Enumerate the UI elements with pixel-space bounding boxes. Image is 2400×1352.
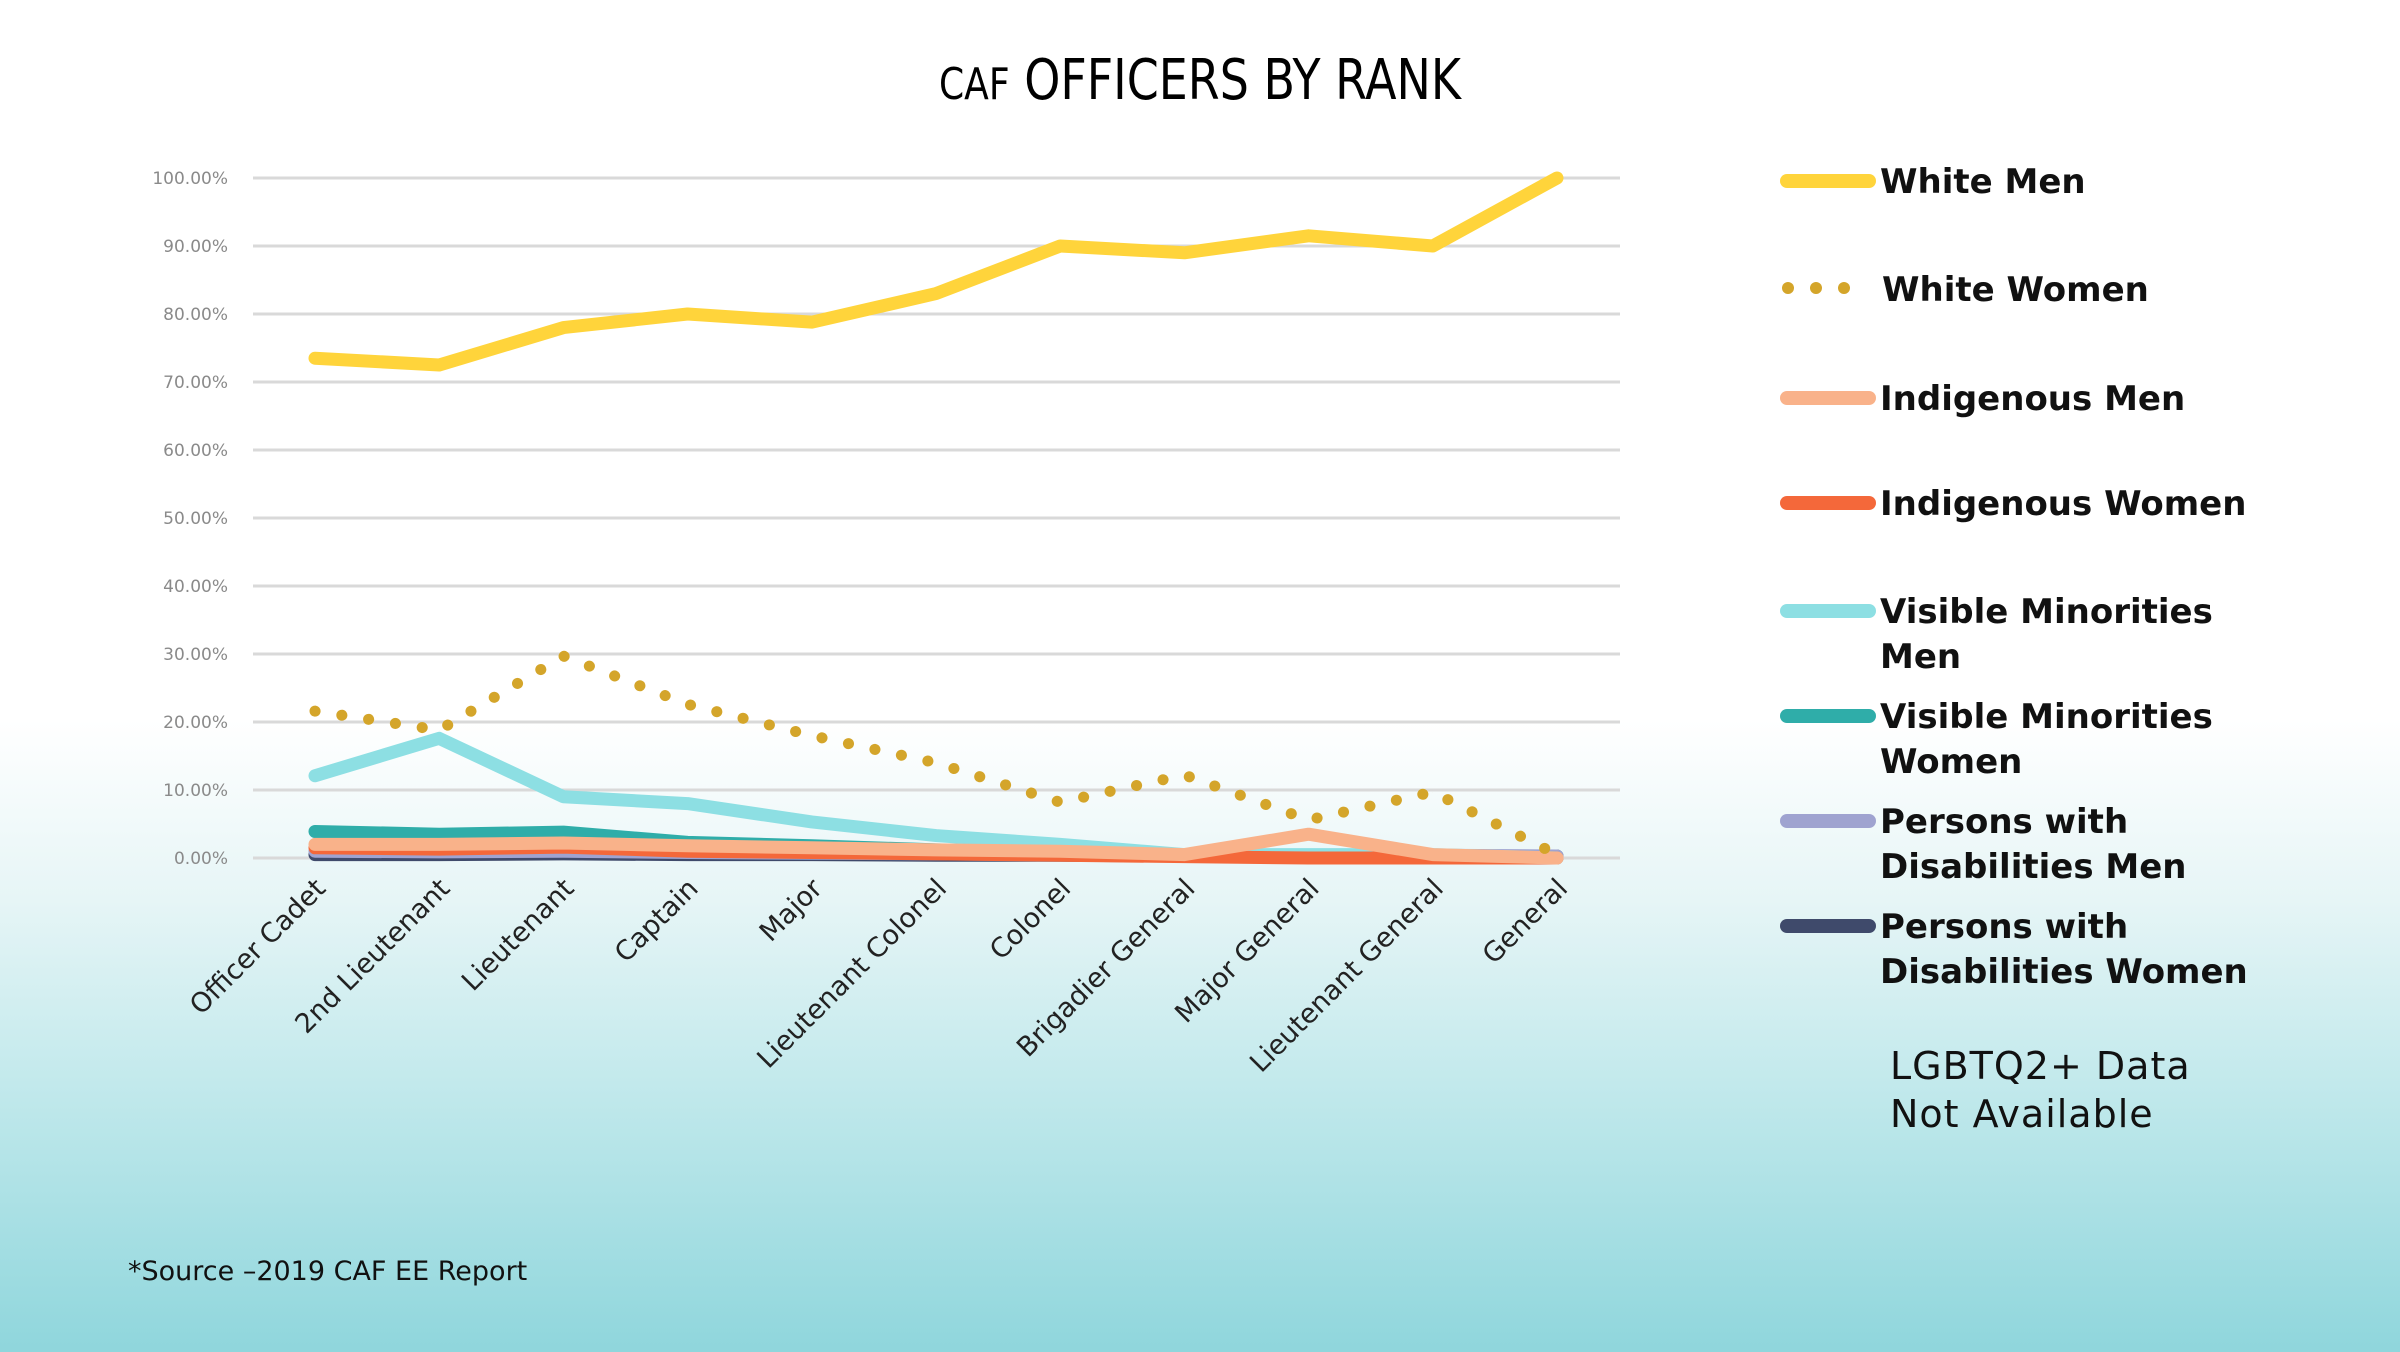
legend-swatch-persons-with-disabilities-men xyxy=(1780,814,1876,828)
legend-label: Persons with Disabilities Women xyxy=(1880,905,2248,995)
x-tick-label: Captain xyxy=(609,873,705,969)
legend-item-indigenous-women: Indigenous Women xyxy=(1780,482,2246,527)
chart-title: CAF OFFICERS BY RANK xyxy=(216,48,2184,113)
y-tick-label: 90.00% xyxy=(163,237,228,257)
x-tick-label: Colonel xyxy=(984,873,1077,966)
legend-item-white-men: White Men xyxy=(1780,160,2086,205)
series-line-white-men xyxy=(308,171,1564,372)
legend-label: Persons with Disabilities Men xyxy=(1880,800,2187,890)
legend-label-line: Indigenous Men xyxy=(1880,379,2186,419)
legend-dot xyxy=(1838,282,1850,294)
legend-label-line: Men xyxy=(1880,637,1962,677)
y-axis-ticks: 0.00% 10.00% 20.00% 30.00% 40.00% 50.00% 60.00… xyxy=(152,169,228,869)
legend-swatch-white-men xyxy=(1780,174,1876,188)
legend-item-persons-with-disabilities-men: Persons with Disabilities Men xyxy=(1780,800,2187,890)
lgbtq-note-line-1: LGBTQ2+ Data xyxy=(1890,1044,2191,1088)
legend-label: Indigenous Men xyxy=(1880,377,2185,422)
y-tick-label: 40.00% xyxy=(163,577,228,597)
legend-item-persons-with-disabilities-women: Persons with Disabilities Women xyxy=(1780,905,2248,995)
chart-title-main: OFFICERS BY RANK xyxy=(1024,48,1462,113)
legend-label-line: Visible Minorities xyxy=(1880,592,2213,632)
legend-dot xyxy=(1810,282,1822,294)
legend-label-line: Visible Minorities xyxy=(1880,697,2213,737)
y-tick-label: 20.00% xyxy=(163,713,228,733)
legend-label: Visible Minorities Men xyxy=(1880,590,2213,680)
legend-label-line: White Women xyxy=(1882,270,2149,310)
legend-label-line: Women xyxy=(1880,742,2023,782)
legend-item-visible-minorities-women: Visible Minorities Women xyxy=(1780,695,2213,785)
series-indigenous-men xyxy=(308,827,1564,865)
x-tick-label: Major xyxy=(754,872,830,948)
legend-item-white-women: White Women xyxy=(1780,268,2149,313)
series-white-women xyxy=(309,650,1563,861)
legend-label-line: Indigenous Women xyxy=(1880,484,2247,524)
y-tick-label: 30.00% xyxy=(163,645,228,665)
legend-label: White Women xyxy=(1882,268,2149,313)
legend-item-indigenous-men: Indigenous Men xyxy=(1780,377,2185,422)
x-tick-label: Lieutenant xyxy=(456,873,580,997)
legend-label-line: Disabilities Women xyxy=(1880,952,2248,992)
legend-label: Visible Minorities Women xyxy=(1880,695,2213,785)
series-lines xyxy=(308,171,1564,865)
y-tick-label: 50.00% xyxy=(163,509,228,529)
series-white-men xyxy=(308,171,1564,372)
gridlines xyxy=(253,176,1620,860)
legend-swatch-white-women xyxy=(1780,282,1878,296)
legend-swatch-visible-minorities-men xyxy=(1780,604,1876,618)
legend-swatch-persons-with-disabilities-women xyxy=(1780,919,1876,933)
lgbtq-note-line-2: Not Available xyxy=(1890,1092,2154,1136)
y-tick-label: 0.00% xyxy=(174,849,228,869)
legend-label: White Men xyxy=(1880,160,2086,205)
x-tick-label: General xyxy=(1477,873,1574,970)
legend-swatch-indigenous-women xyxy=(1780,496,1876,510)
y-tick-label: 70.00% xyxy=(163,373,228,393)
legend-swatch-visible-minorities-women xyxy=(1780,709,1876,723)
legend-label-line: Persons with xyxy=(1880,802,2129,842)
y-tick-label: 80.00% xyxy=(163,305,228,325)
legend-label-line: White Men xyxy=(1880,162,2086,202)
chart-title-prefix: CAF xyxy=(938,59,1010,110)
legend-dot xyxy=(1782,282,1794,294)
legend-swatch-indigenous-men xyxy=(1780,391,1876,405)
legend-label: Indigenous Women xyxy=(1880,482,2246,527)
legend-item-visible-minorities-men: Visible Minorities Men xyxy=(1780,590,2213,680)
y-tick-label: 60.00% xyxy=(163,441,228,461)
series-line-white-women xyxy=(309,650,1563,861)
legend-label-line: Disabilities Men xyxy=(1880,847,2187,887)
y-tick-label: 100.00% xyxy=(152,169,228,189)
y-tick-label: 10.00% xyxy=(163,781,228,801)
source-note: *Source –2019 CAF EE Report xyxy=(128,1256,528,1287)
legend-label-line: Persons with xyxy=(1880,907,2129,947)
lgbtq-data-note: LGBTQ2+ Data Not Available xyxy=(1890,1042,2290,1138)
